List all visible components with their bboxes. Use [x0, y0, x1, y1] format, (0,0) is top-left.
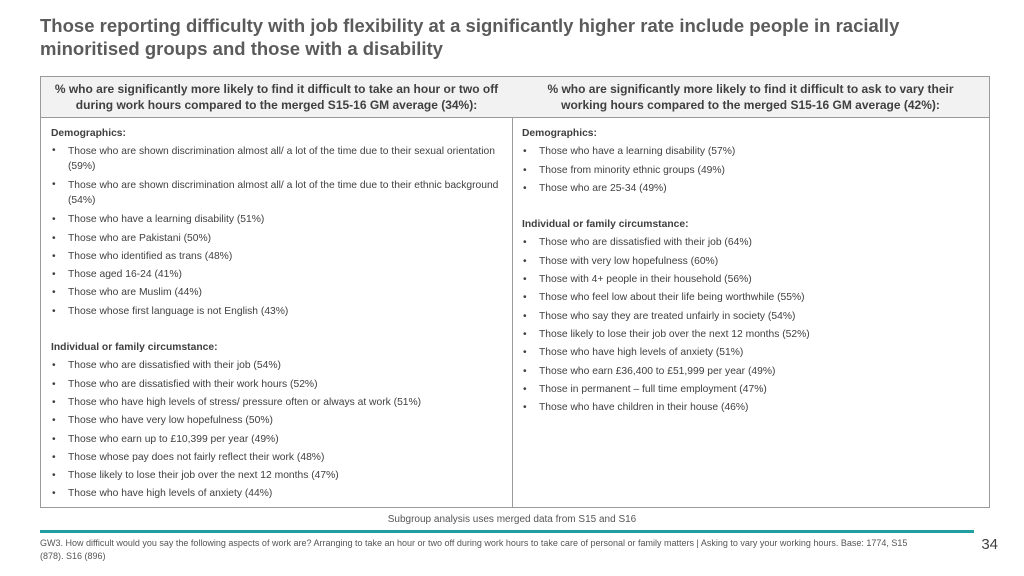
list-item: Those likely to lose their job over the … [51, 467, 502, 486]
list-item: Those who have children in their house (… [522, 399, 979, 418]
list-item: Those who are 25-34 (49%) [522, 180, 979, 199]
list-item: Those who are Muslim (44%) [51, 284, 502, 303]
page-number: 34 [981, 536, 998, 553]
list-item: Those who are dissatisfied with their jo… [522, 234, 979, 253]
list-item: Those who have high levels of anxiety (4… [51, 485, 502, 504]
list-item: Those from minority ethnic groups (49%) [522, 162, 979, 181]
findings-table: % who are significantly more likely to f… [40, 76, 990, 508]
list-item: Those who have very low hopefulness (50%… [51, 412, 502, 431]
list-item: Those who are Pakistani (50%) [51, 230, 502, 249]
right-demographics-list: Those who have a learning disability (57… [522, 143, 979, 198]
section-spacer [522, 198, 979, 216]
list-item: Those aged 16-24 (41%) [51, 266, 502, 285]
list-item: Those who say they are treated unfairly … [522, 308, 979, 327]
list-item: Those with 4+ people in their household … [522, 271, 979, 290]
right-circumstance-list: Those who are dissatisfied with their jo… [522, 234, 979, 417]
left-circumstance-title: Individual or family circumstance: [51, 342, 218, 354]
list-item: Those who have high levels of stress/ pr… [51, 394, 502, 413]
list-item: Those who have high levels of anxiety (5… [522, 344, 979, 363]
list-item: Those who earn £36,400 to £51,999 per ye… [522, 363, 979, 382]
list-item: Those in permanent – full time employmen… [522, 381, 979, 400]
footnote: GW3. How difficult would you say the fol… [40, 538, 908, 561]
left-column: % who are significantly more likely to f… [41, 77, 513, 507]
right-column-header: % who are significantly more likely to f… [512, 77, 989, 118]
right-column: % who are significantly more likely to f… [512, 77, 989, 507]
left-demographics-list: Those who are shown discrimination almos… [51, 143, 502, 321]
list-item: Those who are dissatisfied with their wo… [51, 376, 502, 395]
section-spacer [51, 321, 502, 339]
list-item: Those whose first language is not Englis… [51, 303, 502, 322]
list-item: Those who are dissatisfied with their jo… [51, 357, 502, 376]
left-column-header: % who are significantly more likely to f… [41, 77, 512, 118]
right-circumstance-title: Individual or family circumstance: [522, 219, 689, 231]
left-demographics-title: Demographics: [51, 128, 126, 139]
left-circumstance-list: Those who are dissatisfied with their jo… [51, 357, 502, 504]
list-item: Those who earn up to £10,399 per year (4… [51, 431, 502, 450]
list-item: Those who have a learning disability (51… [51, 211, 502, 230]
list-item: Those likely to lose their job over the … [522, 326, 979, 345]
list-item: Those with very low hopefulness (60%) [522, 253, 979, 272]
subgroup-note: Subgroup analysis uses merged data from … [387, 514, 637, 525]
list-item: Those who are shown discrimination almos… [51, 143, 502, 177]
left-column-body: Demographics: Those who are shown discri… [41, 118, 512, 504]
footer-rule [40, 530, 974, 533]
right-demographics-title: Demographics: [522, 128, 597, 139]
list-item: Those who feel low about their life bein… [522, 289, 979, 308]
list-item: Those who have a learning disability (57… [522, 143, 979, 162]
list-item: Those whose pay does not fairly reflect … [51, 449, 502, 468]
list-item: Those who are shown discrimination almos… [51, 177, 502, 211]
page-title: Those reporting difficulty with job flex… [40, 15, 900, 59]
right-column-body: Demographics: Those who have a learning … [512, 118, 989, 418]
list-item: Those who identified as trans (48%) [51, 248, 502, 267]
